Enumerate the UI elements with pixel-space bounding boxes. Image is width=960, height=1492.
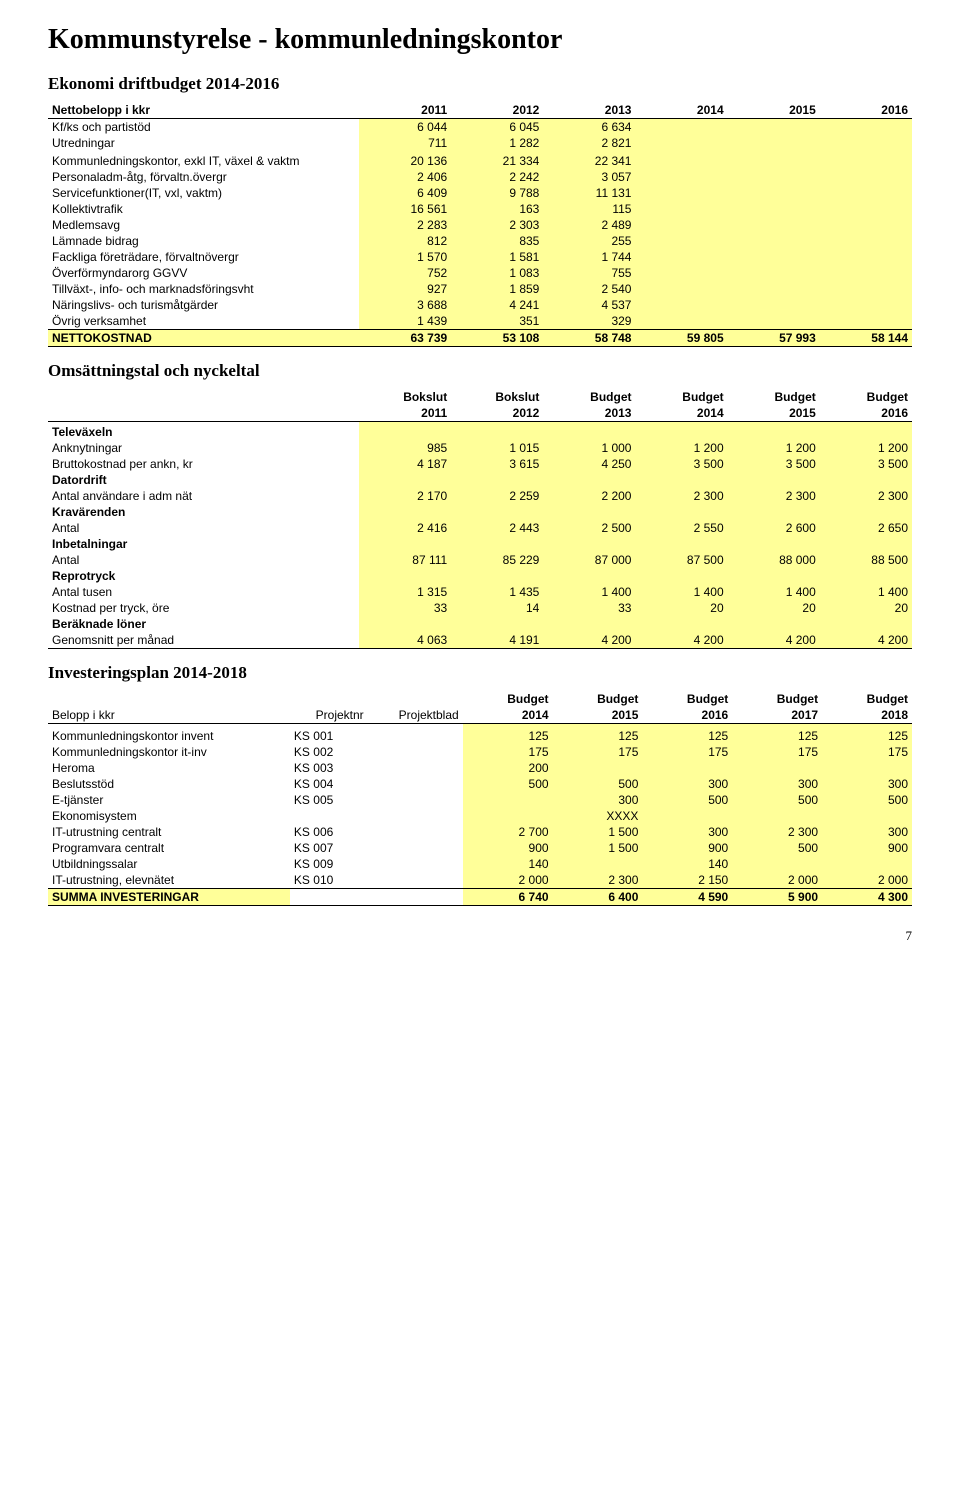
table-row: Servicefunktioner(IT, vxl, vaktm)6 4099 … xyxy=(48,185,912,201)
table-row: BeslutsstödKS 004500500300300300 xyxy=(48,776,912,792)
table-row: IT-utrustning centraltKS 0062 7001 50030… xyxy=(48,824,912,840)
table-row: Programvara centraltKS 0079001 500900500… xyxy=(48,840,912,856)
table-row: Fackliga företrädare, förvaltnövergr1 57… xyxy=(48,249,912,265)
inv-header-top: BudgetBudgetBudgetBudgetBudget xyxy=(48,691,912,707)
oms-group-header: Datordrift xyxy=(48,472,912,488)
drift-heading: Ekonomi driftbudget 2014-2016 xyxy=(48,74,912,94)
oms-group-header: Kravärenden xyxy=(48,504,912,520)
oms-group-header: Televäxeln xyxy=(48,424,912,440)
page-title: Kommunstyrelse - kommunledningskontor xyxy=(48,24,912,56)
table-row: Antal2 4162 4432 5002 5502 6002 650 xyxy=(48,520,912,536)
table-row: Övrig verksamhet1 439351329 xyxy=(48,313,912,330)
table-row: UtbildningssalarKS 009140140 xyxy=(48,856,912,872)
oms-group-header: Inbetalningar xyxy=(48,536,912,552)
invest-heading: Investeringsplan 2014-2018 xyxy=(48,663,912,683)
table-row: Antal användare i adm nät2 1702 2592 200… xyxy=(48,488,912,504)
table-row: Kf/ks och partistöd6 0446 0456 634 xyxy=(48,119,912,136)
oms-group-header: Reprotryck xyxy=(48,568,912,584)
table-row: Bruttokostnad per ankn, kr4 1873 6154 25… xyxy=(48,456,912,472)
table-row: Kommunledningskontor inventKS 0011251251… xyxy=(48,728,912,744)
table-row: Genomsnitt per månad4 0634 1914 2004 200… xyxy=(48,632,912,649)
table-row: E-tjänsterKS 005300500500500 xyxy=(48,792,912,808)
inv-header-bottom: Belopp i kkrProjektnrProjektblad20142015… xyxy=(48,707,912,724)
table-row: HeromaKS 003200 xyxy=(48,760,912,776)
table-row: IT-utrustning, elevnätetKS 0102 0002 300… xyxy=(48,872,912,889)
page-number: 7 xyxy=(48,928,912,944)
table-row: Anknytningar9851 0151 0001 2001 2001 200 xyxy=(48,440,912,456)
table-row: EkonomisystemXXXX xyxy=(48,808,912,824)
table-row: Personaladm-åtg, förvaltn.övergr2 4062 2… xyxy=(48,169,912,185)
oms-group-header: Beräknade löner xyxy=(48,616,912,632)
drift-netto-row: NETTOKOSTNAD63 73953 10858 74859 80557 9… xyxy=(48,330,912,347)
drift-table: Nettobelopp i kkr20112012201320142015201… xyxy=(48,102,912,347)
table-row: Antal87 11185 22987 00087 50088 00088 50… xyxy=(48,552,912,568)
invest-table: BudgetBudgetBudgetBudgetBudgetBelopp i k… xyxy=(48,691,912,906)
omsattning-heading: Omsättningstal och nyckeltal xyxy=(48,361,912,381)
table-row: Tillväxt-, info- och marknadsföringsvht9… xyxy=(48,281,912,297)
inv-sum-row: SUMMA INVESTERINGAR6 7406 4004 5905 9004… xyxy=(48,889,912,906)
omsattning-table: BokslutBokslutBudgetBudgetBudgetBudget20… xyxy=(48,389,912,649)
table-row: Kollektivtrafik16 561163115 xyxy=(48,201,912,217)
table-row: Överförmyndarorg GGVV7521 083755 xyxy=(48,265,912,281)
drift-header-row: Nettobelopp i kkr20112012201320142015201… xyxy=(48,102,912,119)
table-row: Näringslivs- och turismåtgärder3 6884 24… xyxy=(48,297,912,313)
table-row: Utredningar7111 2822 821 xyxy=(48,135,912,151)
table-row: Antal tusen1 3151 4351 4001 4001 4001 40… xyxy=(48,584,912,600)
table-row: Lämnade bidrag812835255 xyxy=(48,233,912,249)
oms-header-bottom: 201120122013201420152016 xyxy=(48,405,912,422)
table-row: Kostnad per tryck, öre331433202020 xyxy=(48,600,912,616)
oms-header-top: BokslutBokslutBudgetBudgetBudgetBudget xyxy=(48,389,912,405)
table-row: Kommunledningskontor, exkl IT, växel & v… xyxy=(48,153,912,169)
table-row: Kommunledningskontor it-invKS 0021751751… xyxy=(48,744,912,760)
table-row: Medlemsavg2 2832 3032 489 xyxy=(48,217,912,233)
